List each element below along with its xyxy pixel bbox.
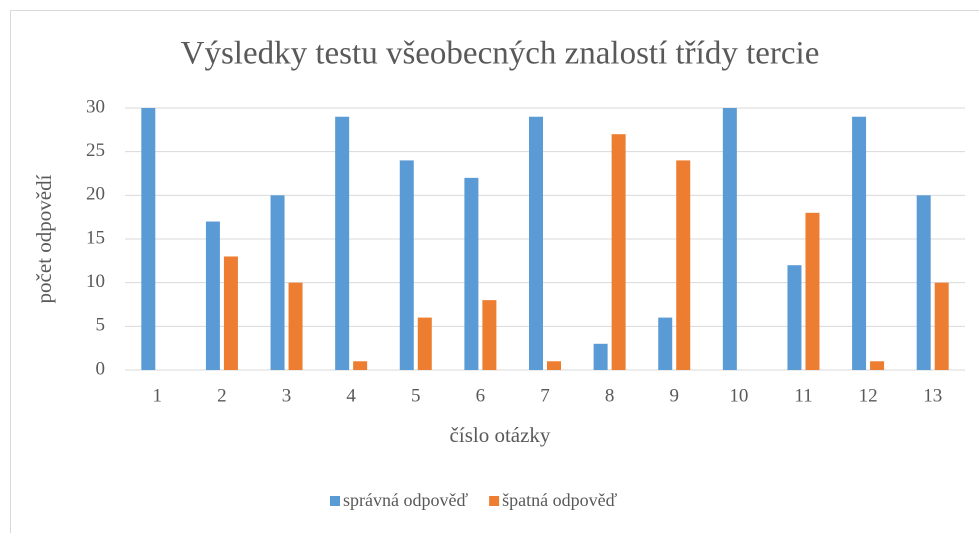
- y-tick-label: 20: [86, 184, 105, 205]
- bar: [482, 300, 496, 370]
- legend-swatch: [330, 496, 340, 506]
- bar: [658, 318, 672, 370]
- y-tick-label: 30: [86, 96, 105, 117]
- bar: [353, 361, 367, 370]
- legend-label: špatná odpověď: [502, 490, 617, 510]
- x-tick-label: 1: [153, 385, 163, 406]
- bar: [206, 222, 220, 370]
- x-axis-label: číslo otázky: [450, 423, 551, 447]
- y-tick-label: 10: [86, 271, 105, 292]
- x-tick-label: 5: [411, 385, 421, 406]
- bar: [723, 108, 737, 370]
- x-tick-label: 11: [794, 385, 812, 406]
- legend-label: správná odpověď: [343, 490, 468, 510]
- y-tick-label: 0: [96, 358, 106, 379]
- x-tick-label: 6: [476, 385, 486, 406]
- bar: [141, 108, 155, 370]
- bar: [224, 256, 238, 370]
- bar: [335, 117, 349, 370]
- bar: [805, 213, 819, 370]
- bar: [612, 134, 626, 370]
- legend-swatch: [489, 496, 499, 506]
- chart-frame: [11, 11, 979, 534]
- x-tick-label: 2: [217, 385, 227, 406]
- x-tick-label: 8: [605, 385, 615, 406]
- bar: [870, 361, 884, 370]
- bar: [418, 318, 432, 370]
- chart-title: Výsledky testu všeobecných znalostí tříd…: [181, 36, 820, 72]
- bar: [917, 195, 931, 370]
- x-tick-label: 7: [540, 385, 550, 406]
- x-tick-label: 13: [923, 385, 942, 406]
- bar: [852, 117, 866, 370]
- bar: [547, 361, 561, 370]
- x-tick-label: 12: [859, 385, 878, 406]
- bar: [529, 117, 543, 370]
- bar: [594, 344, 608, 370]
- bar: [289, 283, 303, 370]
- x-tick-label: 9: [669, 385, 679, 406]
- y-tick-label: 25: [86, 140, 105, 161]
- y-tick-label: 5: [96, 315, 106, 336]
- bar: [400, 160, 414, 370]
- y-tick-label: 15: [86, 227, 105, 248]
- y-axis-label: počet odpovědí: [32, 174, 56, 303]
- bar: [787, 265, 801, 370]
- bar: [935, 283, 949, 370]
- x-tick-label: 10: [729, 385, 748, 406]
- bar: [676, 160, 690, 370]
- bar: [271, 195, 285, 370]
- x-tick-label: 4: [346, 385, 356, 406]
- bar: [464, 178, 478, 370]
- x-tick-label: 3: [282, 385, 292, 406]
